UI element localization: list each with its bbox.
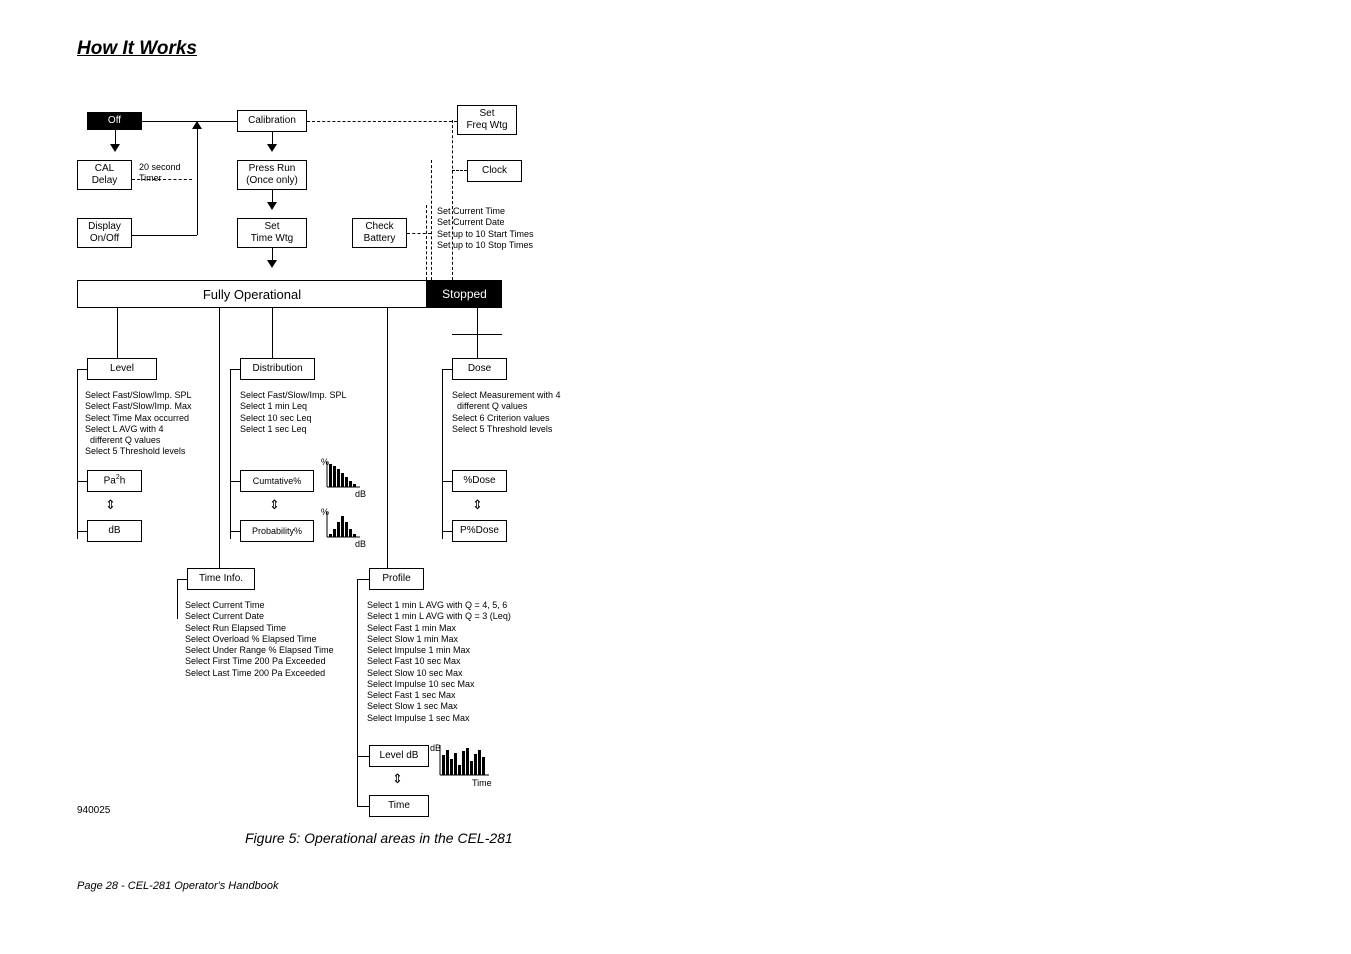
probability-box: Probability% [240,520,314,542]
time-info-notes: Select Current Time Select Current Date … [185,600,334,679]
updown-icon: ⇕ [392,771,403,787]
pct-label-2: % [321,507,329,518]
dose-box: Dose [452,358,507,380]
set-time-wtg-box: Set Time Wtg [237,218,307,248]
profile-box: Profile [369,568,424,590]
updown-icon: ⇕ [472,497,483,513]
db-label-3: dB [430,743,441,754]
cumtative-box: Cumtative% [240,470,314,492]
dist-notes: Select Fast/Slow/Imp. SPL Select 1 min L… [240,390,347,435]
set-freq-wtg-box: Set Freq Wtg [457,105,517,135]
ref-number: 940025 [77,805,110,816]
db-label-1: dB [355,489,366,500]
display-onoff-box: Display On/Off [77,218,132,248]
check-battery-box: Check Battery [352,218,407,248]
cal-delay-box: CAL Delay [77,160,132,190]
fully-operational-box: Fully Operational [77,280,427,308]
time-info-box: Time Info. [187,568,255,590]
page-footer: Page 28 - CEL-281 Operator's Handbook [77,880,278,892]
db-label-2: dB [355,539,366,550]
distribution-box: Distribution [240,358,315,380]
press-run-box: Press Run (Once only) [237,160,307,190]
page-title: How It Works [77,38,197,60]
time-box: Time [369,795,429,817]
updown-icon: ⇕ [105,497,116,513]
figure-caption: Figure 5: Operational areas in the CEL-2… [245,830,513,846]
profile-notes: Select 1 min L AVG with Q = 4, 5, 6 Sele… [367,600,511,724]
pa2h-box: Pa2h [87,470,142,492]
pct-label-1: % [321,457,329,468]
calibration-box: Calibration [237,110,307,132]
twenty-sec-text: 20 second Timer [139,162,181,185]
level-box: Level [87,358,157,380]
clock-box: Clock [467,160,522,182]
level-db-box: Level dB [369,745,429,767]
level-notes: Select Fast/Slow/Imp. SPL Select Fast/Sl… [85,390,192,458]
db-box-1: dB [87,520,142,542]
profile-chart-icon [437,745,492,780]
stopped-box: Stopped [427,280,502,308]
dose-notes: Select Measurement with 4 different Q va… [452,390,561,435]
time-label: Time [472,778,492,789]
pct-dose-box: %Dose [452,470,507,492]
p-pct-dose-box: P%Dose [452,520,507,542]
updown-icon: ⇕ [269,497,280,513]
off-box: Off [87,112,142,130]
